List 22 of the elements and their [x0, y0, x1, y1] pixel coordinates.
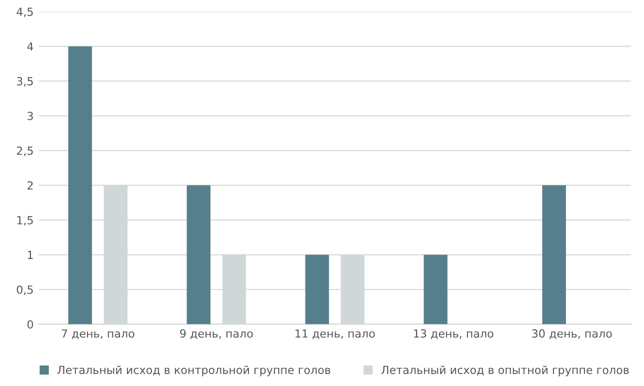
bar	[305, 254, 329, 324]
x-tick-label: 30 день, пало	[532, 329, 612, 340]
legend-label: Летальный исход в опытной группе голов	[381, 366, 629, 376]
y-tick-label: 1	[28, 250, 33, 259]
bar	[68, 46, 92, 324]
y-tick-label: 3	[28, 112, 33, 120]
y-tick-label: 4,5	[16, 8, 33, 18]
y-tick-label: 2	[28, 181, 33, 190]
x-tick-label: 9 день, пало	[180, 329, 253, 340]
bar	[542, 185, 566, 324]
y-tick-label: 3,5	[16, 77, 33, 87]
y-tick-label: 0,5	[16, 285, 33, 296]
bar	[424, 254, 448, 324]
x-tick-label: 13 день, пало	[414, 329, 494, 340]
y-tick-label: 1,5	[17, 216, 33, 226]
y-tick-label: 2,5	[16, 146, 33, 156]
x-tick-label: 11 день, пало	[296, 329, 375, 340]
bar	[186, 185, 210, 324]
x-tick-label: 7 день, пало	[62, 329, 134, 340]
y-tick-label: 0	[27, 320, 34, 329]
legend-label: Летальный исход в контрольной группе голов	[57, 366, 330, 376]
y-tick-label: 4	[27, 42, 34, 51]
